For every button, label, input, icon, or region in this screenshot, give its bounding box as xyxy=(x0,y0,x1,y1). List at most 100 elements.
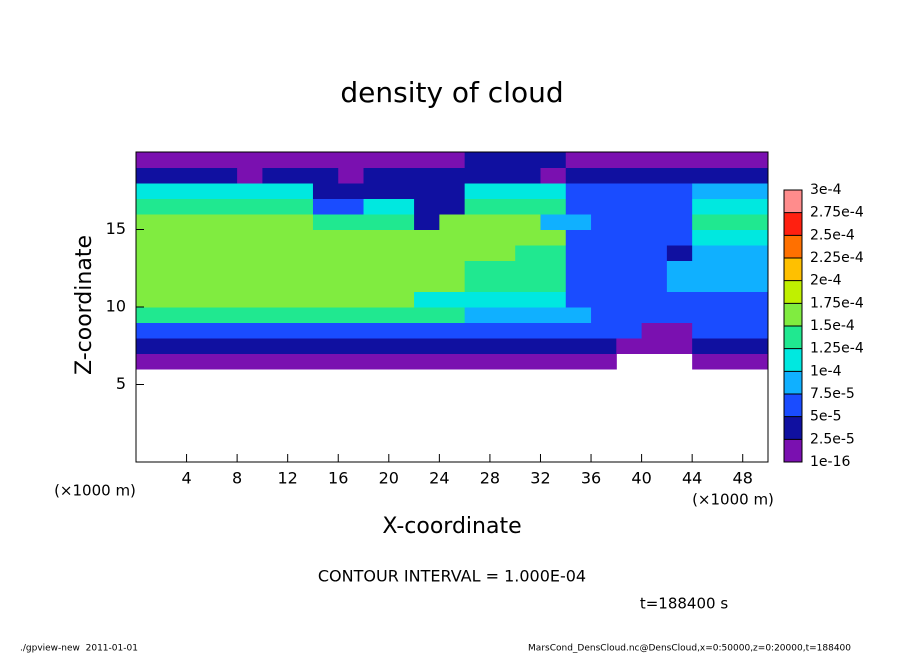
colorbar-label: 2.5e-4 xyxy=(810,227,855,243)
heatmap-cell xyxy=(237,338,263,354)
heatmap-cell xyxy=(363,183,390,199)
heatmap-cell xyxy=(186,338,213,354)
heatmap-cell xyxy=(312,338,339,354)
heatmap-cell xyxy=(414,245,440,261)
heatmap-cell xyxy=(692,307,718,323)
heatmap-cell xyxy=(717,229,744,246)
heatmap-cell xyxy=(742,276,769,292)
colorbar-label: 1e-16 xyxy=(810,454,850,470)
heatmap-cell xyxy=(717,198,744,215)
heatmap-cell xyxy=(312,229,339,246)
heatmap-cell xyxy=(287,214,314,230)
heatmap-cell xyxy=(388,276,415,292)
heatmap-cell xyxy=(489,353,516,370)
heatmap-cell xyxy=(515,167,541,184)
heatmap-cell xyxy=(540,353,567,370)
heatmap-cell xyxy=(692,322,718,339)
colorbar-cell xyxy=(784,190,802,213)
heatmap-cell xyxy=(237,167,263,184)
colorbar-label: 3e-4 xyxy=(810,182,842,198)
heatmap-cell xyxy=(211,198,238,215)
heatmap-cell xyxy=(338,353,365,370)
heatmap-cell xyxy=(565,260,592,277)
heatmap-cell xyxy=(591,214,617,230)
heatmap-cell xyxy=(363,338,390,354)
heatmap-cell xyxy=(388,183,415,199)
annotation: CONTOUR INTERVAL = 1.000E-04 xyxy=(318,567,586,586)
heatmap-cell xyxy=(338,245,365,261)
heatmap-cell xyxy=(540,152,567,168)
x-tick-label: 44 xyxy=(682,469,702,488)
heatmap-cell xyxy=(237,198,263,215)
x-tick-label: 32 xyxy=(530,469,550,488)
heatmap-cell xyxy=(414,167,440,184)
heatmap-cell xyxy=(515,291,541,308)
heatmap-cell xyxy=(565,322,592,339)
heatmap-cell xyxy=(565,167,592,184)
heatmap-cell xyxy=(312,322,339,339)
colorbar-label: 7.5e-5 xyxy=(810,386,855,402)
heatmap-cell xyxy=(692,229,718,246)
heatmap-cell xyxy=(312,245,339,261)
heatmap-cell xyxy=(161,245,188,261)
heatmap-cell xyxy=(464,353,491,370)
heatmap-cell xyxy=(591,245,617,261)
heatmap-cell xyxy=(312,152,339,168)
heatmap-cell xyxy=(161,353,188,370)
heatmap-cell xyxy=(262,229,289,246)
heatmap-cell xyxy=(136,167,162,184)
heatmap-cell xyxy=(540,229,567,246)
heatmap-cell xyxy=(565,214,592,230)
heatmap-cell xyxy=(666,183,693,199)
colorbar-cell xyxy=(784,280,802,304)
heatmap-cell xyxy=(136,353,162,370)
heatmap-cell xyxy=(439,152,466,168)
heatmap-cell xyxy=(338,183,365,199)
heatmap-cell xyxy=(262,260,289,277)
heatmap-cell xyxy=(666,245,693,261)
heatmap-cell xyxy=(742,152,769,168)
heatmap-cell xyxy=(565,183,592,199)
heatmap-cell xyxy=(464,260,491,277)
heatmap-cell xyxy=(312,307,339,323)
heatmap-cell xyxy=(161,260,188,277)
heatmap-cell xyxy=(237,276,263,292)
heatmap-cell xyxy=(312,214,339,230)
heatmap-cell xyxy=(161,338,188,354)
heatmap-cell xyxy=(692,245,718,261)
heatmap-cell xyxy=(666,260,693,277)
heatmap-cell xyxy=(641,338,668,354)
heatmap-cell xyxy=(338,167,365,184)
heatmap-cell xyxy=(464,307,491,323)
x-tick-label: 4 xyxy=(181,469,191,488)
heatmap-cell xyxy=(211,229,238,246)
heatmap-cell xyxy=(616,338,643,354)
heatmap-cell xyxy=(489,167,516,184)
heatmap-cell xyxy=(211,276,238,292)
heatmap-cell xyxy=(211,152,238,168)
heatmap-cell xyxy=(616,307,643,323)
heatmap-cell xyxy=(262,214,289,230)
heatmap-cell xyxy=(312,260,339,277)
heatmap-cell xyxy=(136,229,162,246)
heatmap-cell xyxy=(515,353,541,370)
heatmap-cell xyxy=(439,214,466,230)
heatmap-cell xyxy=(136,276,162,292)
colorbar-label: 1.75e-4 xyxy=(810,295,864,311)
heatmap-cell xyxy=(363,229,390,246)
heatmap-cell xyxy=(186,260,213,277)
heatmap-cell xyxy=(161,183,188,199)
heatmap-cell xyxy=(616,291,643,308)
heatmap-cell xyxy=(616,276,643,292)
heatmap-cell xyxy=(136,214,162,230)
heatmap-cell xyxy=(742,214,769,230)
heatmap-cell xyxy=(515,245,541,261)
heatmap-cell xyxy=(540,260,567,277)
heatmap-cell xyxy=(136,183,162,199)
heatmap-cell xyxy=(262,198,289,215)
heatmap-cell xyxy=(338,214,365,230)
heatmap-cell xyxy=(692,152,718,168)
heatmap-cell xyxy=(211,291,238,308)
heatmap-cell xyxy=(388,167,415,184)
